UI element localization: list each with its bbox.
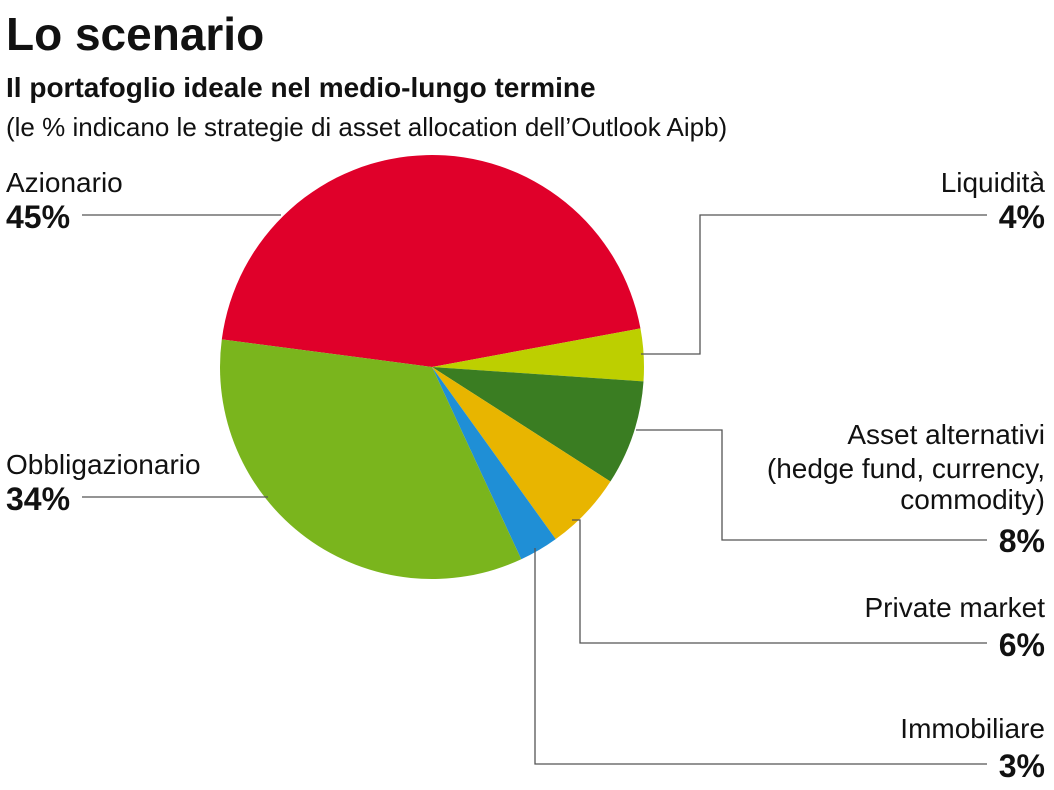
slice-label-azionario: Azionario <box>6 167 123 198</box>
pie-slice-asset-alternativi <box>432 367 644 482</box>
slice-label-asset-alternativi: commodity) <box>900 484 1045 515</box>
leader-line-private-market <box>572 519 987 644</box>
slice-label-liquidita: Liquidità <box>941 167 1046 198</box>
slice-value-liquidita: 4% <box>999 199 1045 235</box>
leader-lines <box>82 214 987 765</box>
pie-slice-immobiliare <box>432 367 556 560</box>
slice-value-private-market: 6% <box>999 627 1045 663</box>
slice-value-azionario: 45% <box>6 199 70 235</box>
slice-label-immobiliare: Immobiliare <box>900 713 1045 744</box>
leader-line-asset-alternativi <box>636 429 987 541</box>
pie-slice-liquidita <box>432 328 645 382</box>
slice-label-asset-alternativi: (hedge fund, currency, <box>767 453 1045 484</box>
chart-note: (le % indicano le strategie di asset all… <box>6 112 727 142</box>
pie-slices <box>219 154 645 579</box>
slice-value-asset-alternativi: 8% <box>999 523 1045 559</box>
slice-label-asset-alternativi: Asset alternativi <box>847 419 1045 450</box>
leader-line-immobiliare <box>534 548 987 765</box>
chart-title: Lo scenario <box>6 8 264 60</box>
pie-slice-private-market <box>432 367 611 540</box>
pie-slice-azionario <box>221 154 641 367</box>
leader-line-liquidita <box>641 214 987 355</box>
slice-label-obbligazionario: Obbligazionario <box>6 449 201 480</box>
chart-subtitle: Il portafoglio ideale nel medio-lungo te… <box>6 72 596 103</box>
pie-slice-obbligazionario <box>219 339 522 579</box>
slice-value-obbligazionario: 34% <box>6 481 70 517</box>
slice-label-private-market: Private market <box>865 592 1046 623</box>
slice-value-immobiliare: 3% <box>999 748 1045 784</box>
